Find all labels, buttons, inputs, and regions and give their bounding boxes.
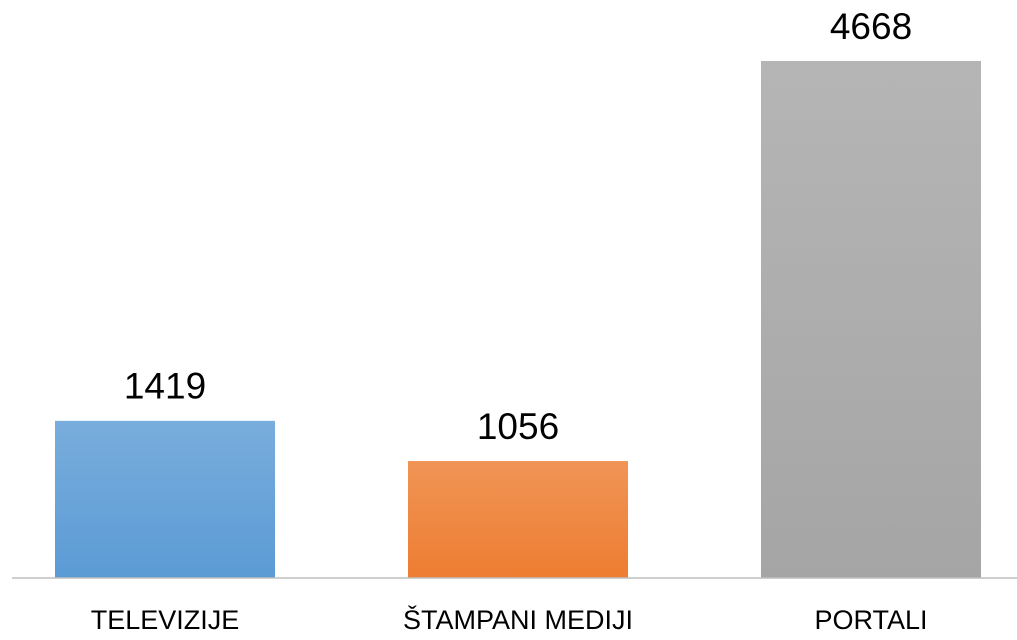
x-tick-label: PORTALI	[814, 605, 927, 635]
x-tick-label: ŠTAMPANI MEDIJI	[403, 604, 633, 635]
bar	[55, 420, 275, 578]
data-label: 1419	[124, 366, 206, 407]
x-tick-label: TELEVIZIJE	[91, 605, 240, 635]
data-label: 1056	[477, 406, 559, 447]
data-label: 4668	[830, 6, 912, 47]
bar	[408, 461, 628, 578]
bar	[761, 61, 981, 578]
